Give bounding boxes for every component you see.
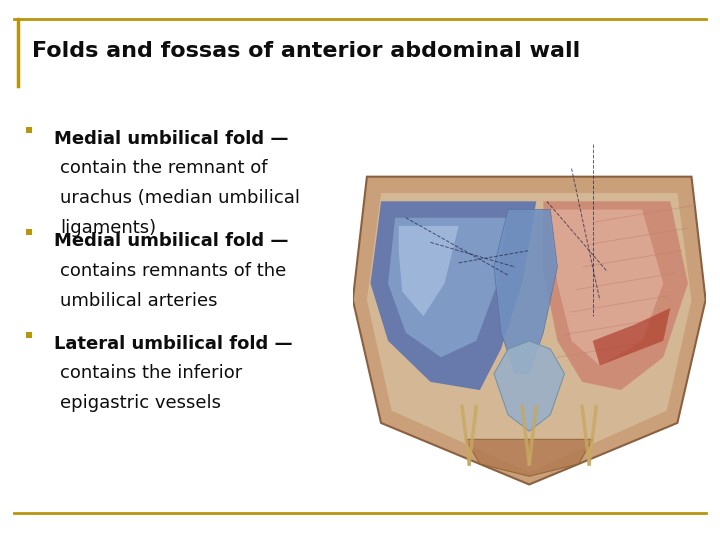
Polygon shape [544,201,688,390]
Text: contain the remnant of: contain the remnant of [60,159,267,177]
Polygon shape [466,440,593,476]
Polygon shape [593,308,670,366]
Polygon shape [388,218,508,357]
Polygon shape [371,201,536,390]
Text: Medial umbilical fold —: Medial umbilical fold — [54,130,289,147]
Polygon shape [550,210,663,366]
Text: Medial umbilical fold —: Medial umbilical fold — [54,232,289,250]
Polygon shape [367,193,691,472]
Polygon shape [353,177,706,484]
Polygon shape [399,226,459,316]
Text: epigastric vessels: epigastric vessels [60,394,221,412]
Text: contains remnants of the: contains remnants of the [60,262,286,280]
Polygon shape [494,341,564,431]
Text: ligaments): ligaments) [60,219,156,237]
Text: urachus (median umbilical: urachus (median umbilical [60,189,300,207]
Text: Lateral umbilical fold —: Lateral umbilical fold — [54,335,292,353]
Text: contains the inferior: contains the inferior [60,364,242,382]
Text: umbilical arteries: umbilical arteries [60,292,217,309]
Text: Folds and fossas of anterior abdominal wall: Folds and fossas of anterior abdominal w… [32,41,580,62]
Polygon shape [494,210,557,374]
